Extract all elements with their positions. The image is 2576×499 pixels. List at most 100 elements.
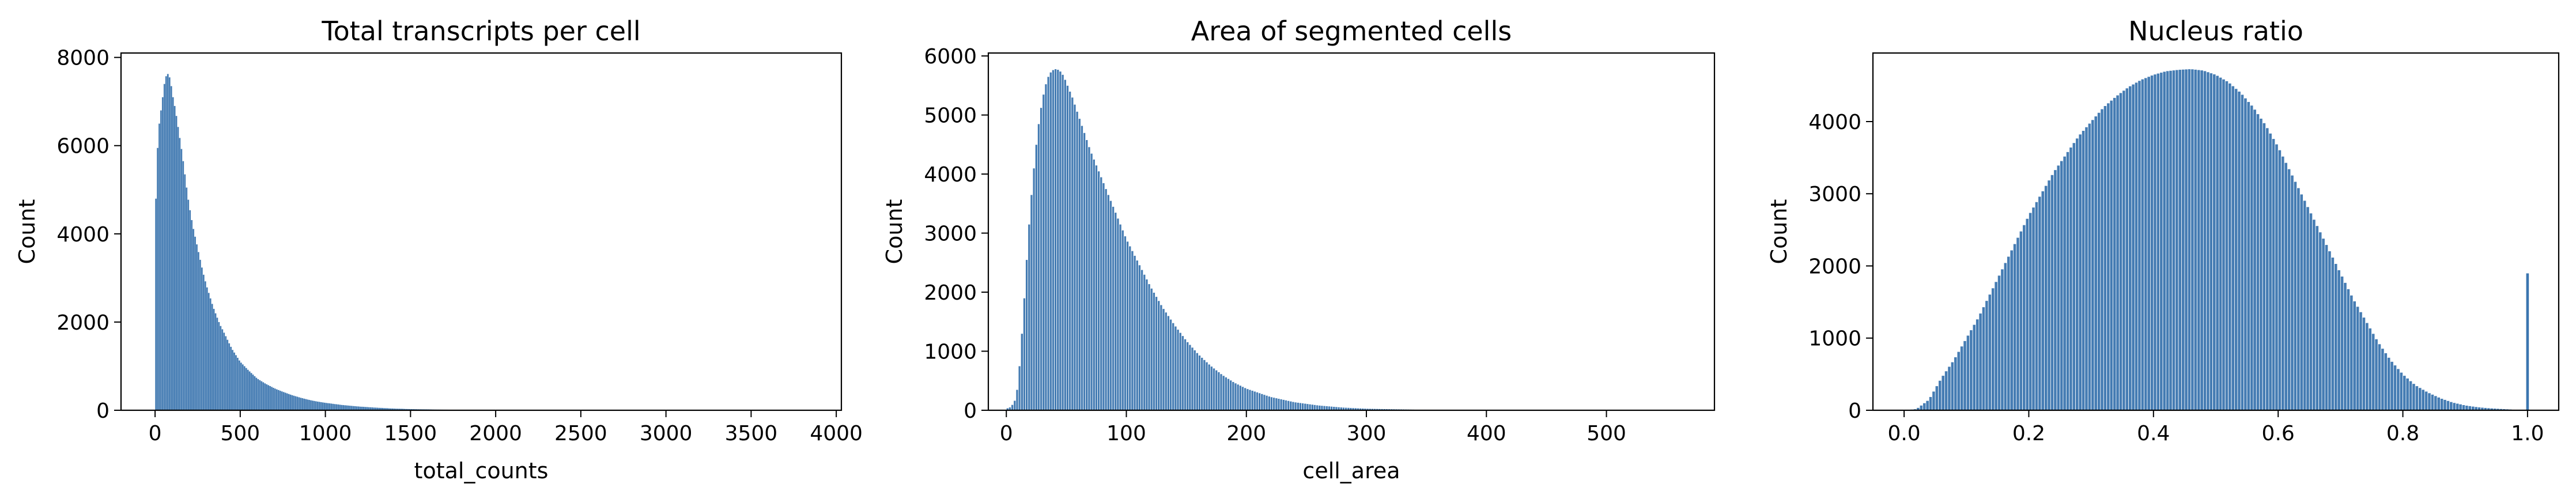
histogram-bar xyxy=(2063,156,2067,411)
histogram-bar xyxy=(306,399,309,411)
histogram-bar xyxy=(2147,76,2151,411)
panel-nucleus-ratio: 0.0 0.2 0.4 0.6 0.8 1.0 0 1000 2000 3000 4000 Nucle… xyxy=(1766,16,2560,445)
histogram-bar xyxy=(238,360,240,411)
histogram-bar xyxy=(245,368,247,411)
histogram-bar xyxy=(240,362,242,411)
histogram-bar xyxy=(322,402,324,411)
histogram-bar xyxy=(1985,300,1989,411)
histogram-bar xyxy=(2387,357,2391,411)
y-tick-label: 3000 xyxy=(1808,183,1861,206)
histogram-bar xyxy=(220,326,222,411)
histogram-bar xyxy=(2060,160,2064,411)
x-tick-label: 500 xyxy=(1587,422,1626,445)
histogram-bar xyxy=(1075,111,1079,411)
x-tick-label: 400 xyxy=(1467,422,1506,445)
histogram-bar xyxy=(2056,165,2060,411)
histogram-bar xyxy=(1205,361,1208,411)
histogram-bar xyxy=(1042,94,1045,411)
histogram-bar xyxy=(1289,400,1293,411)
histogram-bar xyxy=(1131,250,1134,411)
histogram-bar xyxy=(2297,187,2301,411)
histogram-bar xyxy=(1094,165,1098,411)
histogram-bar xyxy=(2050,174,2054,411)
histogram-bar xyxy=(2000,269,2004,411)
histogram-bar xyxy=(161,97,164,411)
axes-frame xyxy=(1872,52,2560,411)
histogram-bar xyxy=(344,405,346,411)
histogram-bar xyxy=(1013,400,1017,411)
histogram-bar xyxy=(1935,385,1939,411)
histogram-bar xyxy=(250,373,252,411)
histogram-bar xyxy=(2097,112,2101,411)
histogram-bar xyxy=(184,174,186,411)
histogram-bar xyxy=(1097,171,1101,411)
histogram-bar xyxy=(332,403,334,411)
histogram-bar xyxy=(2440,398,2444,411)
histogram-bar xyxy=(236,357,239,411)
x-tick-label: 2500 xyxy=(554,422,607,445)
histogram-bar xyxy=(2031,207,2035,411)
histogram-bar xyxy=(1061,74,1064,411)
histogram-bar xyxy=(191,220,193,411)
bars xyxy=(155,74,809,411)
y-tick-label: 4000 xyxy=(56,223,109,247)
chart-title: Nucleus ratio xyxy=(2128,16,2303,47)
histogram-bar xyxy=(293,395,295,411)
histogram-bar xyxy=(337,404,339,411)
histogram-bar xyxy=(1222,375,1225,411)
x-tick-label: 2000 xyxy=(469,422,522,445)
histogram-bar xyxy=(1217,372,1221,411)
y-tick-label: 0 xyxy=(964,399,977,423)
histogram-bar xyxy=(2418,387,2422,411)
histogram-bar xyxy=(2246,101,2250,411)
x-tick-label: 500 xyxy=(220,422,260,445)
histogram-bar xyxy=(1051,69,1055,411)
histogram-bar xyxy=(2190,69,2194,411)
histogram-bar xyxy=(2381,348,2385,411)
histogram-bar xyxy=(2075,138,2079,411)
histogram-bar xyxy=(2094,116,2098,411)
histogram-bar xyxy=(1109,200,1112,411)
histogram-bar xyxy=(167,74,169,411)
histogram-bar xyxy=(1236,384,1240,411)
histogram-bar xyxy=(1184,338,1187,411)
histogram-bar xyxy=(1306,403,1309,411)
histogram-bar xyxy=(2003,262,2007,411)
histogram-bar xyxy=(1313,405,1316,411)
histogram-bar xyxy=(2122,90,2126,411)
histogram-bar xyxy=(2144,77,2148,411)
histogram-bar xyxy=(2468,406,2472,411)
histogram-bar xyxy=(2069,147,2073,411)
histogram-bar xyxy=(211,304,213,411)
histogram-bar xyxy=(2197,69,2201,411)
histogram-bar xyxy=(1186,342,1189,411)
histogram-bar xyxy=(282,392,285,411)
x-tick-label: 0 xyxy=(149,422,162,445)
histogram-bar xyxy=(1090,153,1093,411)
histogram-bar xyxy=(269,385,271,411)
histogram-bar xyxy=(201,267,203,411)
histogram-bar xyxy=(1287,400,1290,411)
histogram-bar xyxy=(330,403,333,411)
histogram-bar xyxy=(2038,196,2042,411)
histogram-bar xyxy=(342,405,345,411)
histogram-bar-spike xyxy=(2525,273,2530,411)
histogram-bar xyxy=(2181,69,2185,411)
histogram-bar xyxy=(2150,75,2154,411)
histogram-bar xyxy=(2156,73,2160,411)
histogram-bar xyxy=(260,381,263,411)
x-tick-label: 200 xyxy=(1226,422,1266,445)
histogram-bar xyxy=(2178,69,2182,411)
histogram-bar xyxy=(1323,405,1326,411)
histogram-bar xyxy=(2465,405,2469,411)
histogram-bar xyxy=(1056,69,1060,411)
histogram-bar xyxy=(2171,70,2176,411)
histogram-bar xyxy=(2324,244,2329,411)
histogram-bar xyxy=(1944,371,1948,411)
histogram-bar xyxy=(1932,391,1936,411)
histogram-bar xyxy=(1020,333,1023,411)
histogram-bar xyxy=(1040,107,1043,411)
histogram-bar xyxy=(255,377,258,411)
histogram-bar xyxy=(2424,391,2428,411)
